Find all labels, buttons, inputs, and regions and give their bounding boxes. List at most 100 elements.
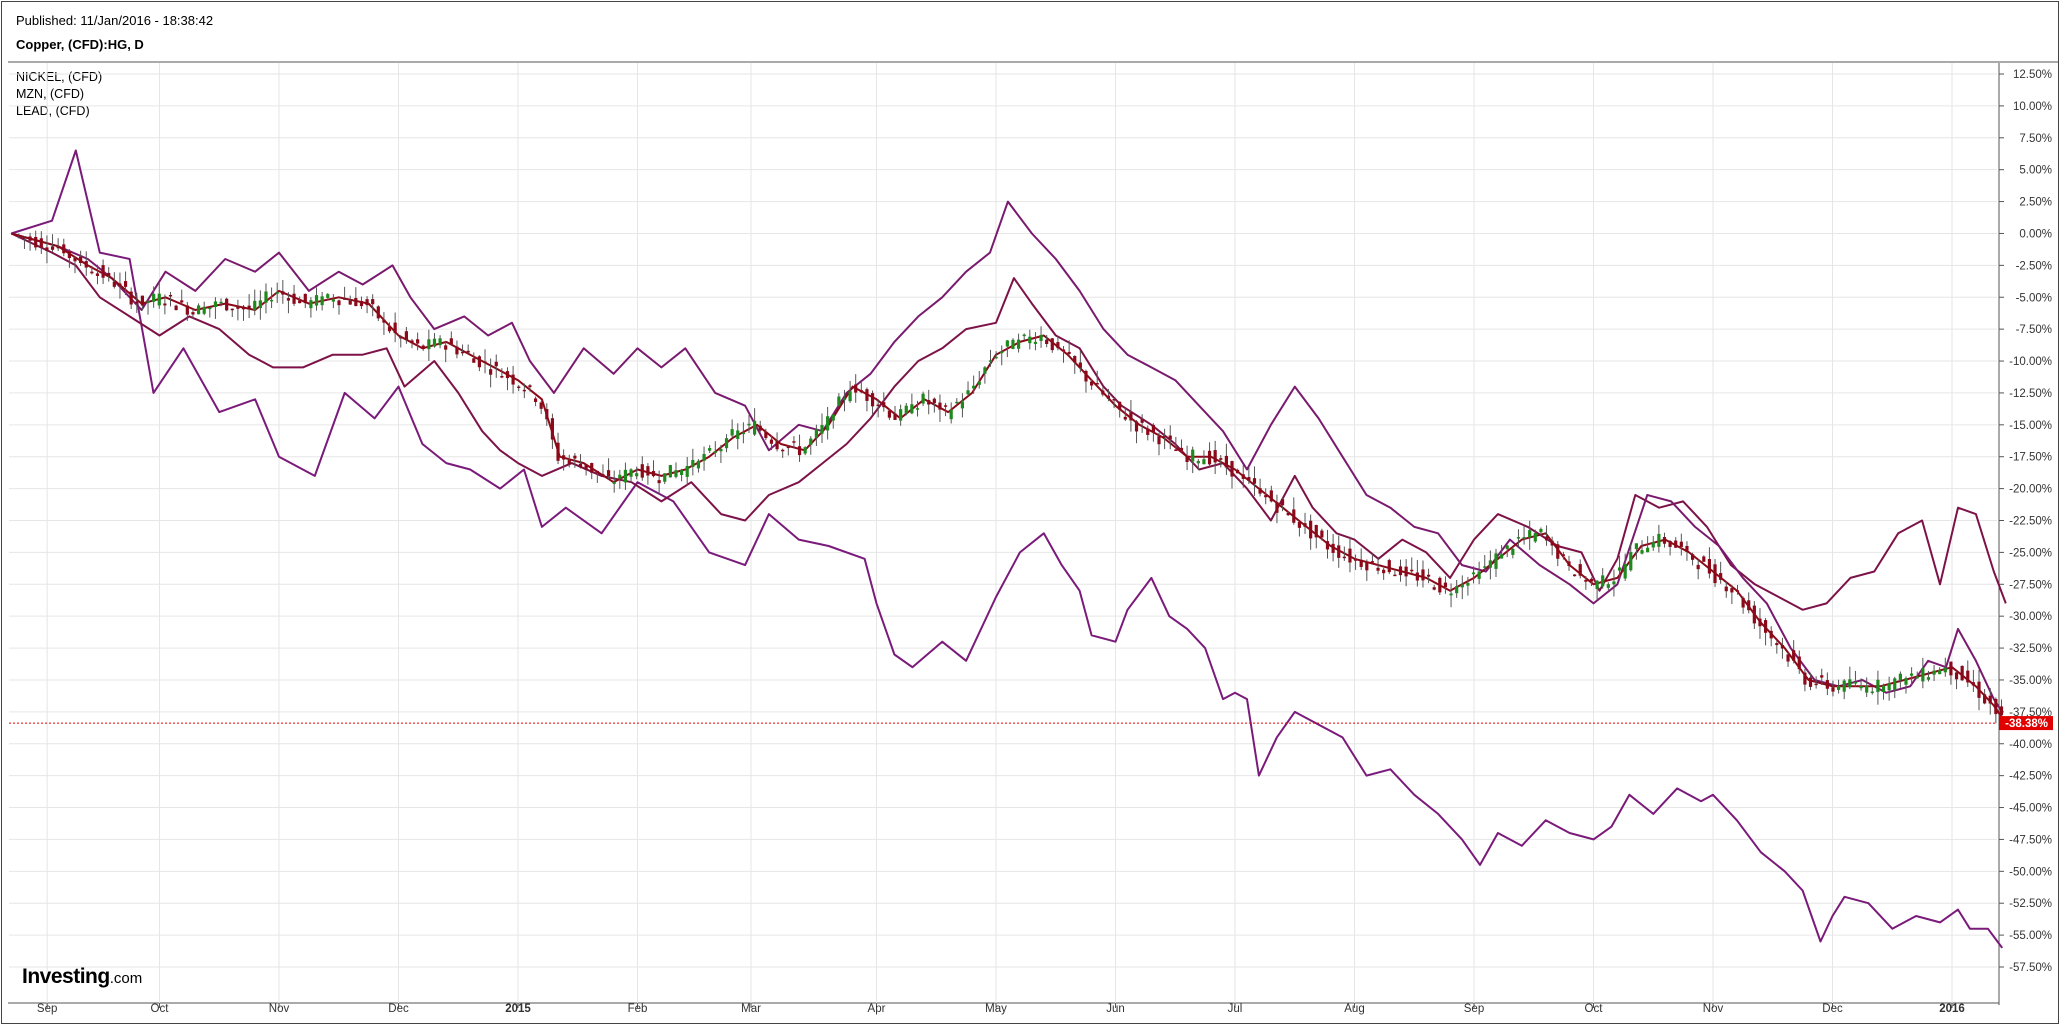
candle-body	[511, 374, 515, 385]
candle-body	[1808, 677, 1813, 687]
series-line-lead[interactable]	[11, 200, 2004, 713]
candle-body	[590, 463, 594, 473]
candle-body	[1404, 566, 1408, 577]
y-tick-label: 7.50%	[2019, 133, 2052, 145]
series-line-nickel[interactable]	[10, 149, 2004, 949]
instrument-title: Copper, (CFD):HG, D	[16, 37, 144, 52]
legend-item-lead[interactable]: LEAD, (CFD)	[16, 104, 90, 118]
candle-body	[550, 418, 555, 440]
x-tick-label: Mar	[741, 1003, 761, 1015]
candle-body	[781, 449, 785, 452]
candle-body	[1258, 488, 1262, 494]
candle-body	[1898, 673, 1902, 681]
candle-body	[438, 338, 442, 346]
candle-body	[1247, 477, 1251, 481]
candle-body	[135, 301, 139, 304]
candle-body	[208, 307, 212, 310]
candle-body	[393, 322, 397, 334]
series-line-mzn[interactable]	[10, 232, 2007, 611]
candle-body	[1370, 561, 1375, 563]
candle-body	[404, 331, 408, 340]
candle-body	[606, 470, 611, 477]
candle-body	[545, 409, 549, 420]
candle-body	[1741, 597, 1745, 608]
candle-body	[1410, 569, 1414, 572]
candle-body	[236, 306, 240, 309]
candle-body	[1106, 395, 1111, 399]
candle-body	[500, 376, 504, 378]
candle-body	[292, 293, 296, 304]
candle-body	[1842, 680, 1846, 692]
candle-body	[1814, 683, 1818, 686]
candle-body	[483, 361, 487, 363]
candle-body	[775, 441, 779, 450]
candle-body	[399, 336, 403, 339]
candle-body	[1449, 593, 1453, 596]
candle-body	[416, 339, 420, 344]
candle-body	[1988, 695, 1992, 704]
candle-body	[1943, 667, 1947, 673]
candle-body	[79, 256, 83, 264]
candle-body	[219, 301, 223, 304]
candle-body	[679, 470, 684, 475]
candle-body	[623, 469, 628, 483]
candle-body	[1651, 542, 1655, 548]
candle-body	[522, 389, 526, 392]
candle-body	[657, 480, 661, 484]
y-tick-label: -5.00%	[2016, 292, 2052, 304]
candle-body	[792, 441, 796, 443]
candle-body	[129, 291, 133, 305]
candle-body	[713, 451, 717, 453]
candle-body	[1207, 450, 1212, 465]
candle-body	[1578, 564, 1582, 576]
candle-body	[1539, 528, 1543, 533]
candle-body	[1994, 698, 1998, 715]
candle-body	[528, 385, 532, 388]
candle-body	[848, 391, 852, 402]
candle-body	[960, 401, 965, 409]
candle-body	[1016, 339, 1021, 349]
x-tick-label: Sep	[37, 1003, 57, 1015]
candle-body	[1078, 362, 1082, 368]
candle-body	[1561, 554, 1565, 556]
candle-body	[505, 371, 510, 379]
candle-body	[1421, 569, 1425, 581]
candle-body	[1432, 587, 1436, 590]
candle-body	[1999, 706, 2004, 716]
candle-body	[17, 234, 21, 237]
candle-body	[943, 405, 948, 407]
candle-body	[1280, 499, 1285, 506]
candle-body	[1252, 478, 1257, 484]
candle-body	[831, 414, 835, 421]
candle-body	[225, 298, 229, 311]
candle-body	[1348, 548, 1352, 563]
candle-body	[921, 393, 925, 404]
y-tick-label: -55.00%	[2009, 930, 2052, 942]
candle-body	[1365, 561, 1369, 571]
candle-body	[1792, 650, 1796, 661]
candle-body	[1146, 428, 1150, 435]
candle-body	[674, 470, 678, 477]
candle-body	[1634, 543, 1639, 550]
candle-body	[95, 273, 100, 276]
candle-body	[1662, 537, 1667, 544]
candle-body	[1230, 461, 1234, 477]
x-tick-label: 2016	[1939, 1003, 1965, 1015]
candle-body	[1679, 541, 1683, 547]
candle-body	[668, 465, 672, 478]
candle-body	[1342, 556, 1346, 559]
candle-body	[185, 305, 189, 315]
candle-body	[1938, 670, 1942, 675]
candle-body	[618, 474, 622, 479]
candle-body	[814, 429, 818, 438]
candle-body	[1073, 356, 1077, 363]
candle-body	[1196, 460, 1200, 464]
candle-body	[180, 300, 184, 303]
candle-body	[1488, 560, 1492, 568]
candle-body	[915, 408, 920, 410]
candle-body	[1084, 370, 1088, 382]
x-tick-label: 2015	[505, 1003, 531, 1015]
legend-item-mzn[interactable]: MZN, (CFD)	[16, 87, 85, 101]
candle-body	[1836, 685, 1841, 690]
